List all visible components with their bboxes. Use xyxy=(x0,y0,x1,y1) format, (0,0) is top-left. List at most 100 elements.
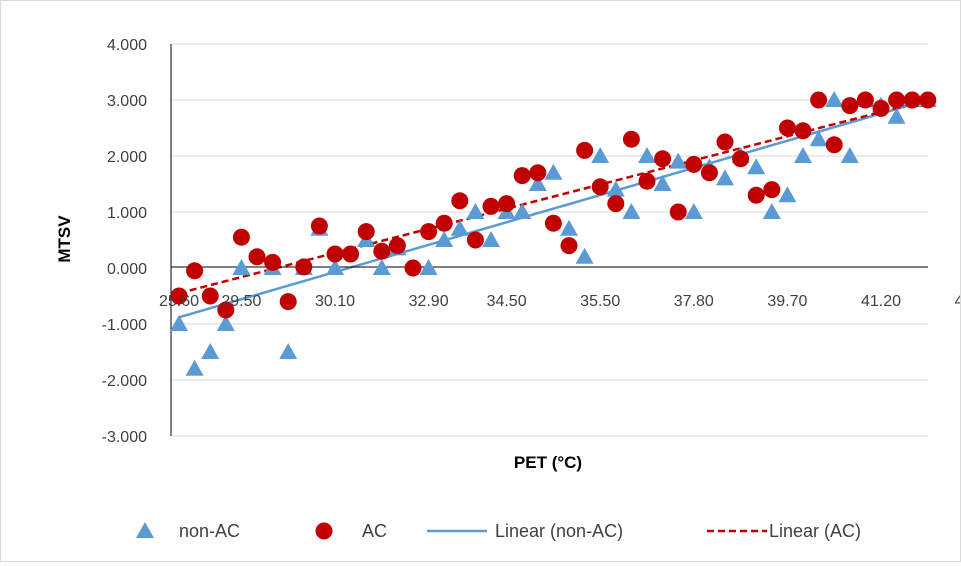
data-point-non-ac xyxy=(513,203,532,219)
data-point-non-ac xyxy=(560,219,578,236)
y-tick-label: -2.000 xyxy=(102,373,147,390)
y-tick-label: -1.000 xyxy=(102,317,147,334)
data-point-ac xyxy=(685,155,703,173)
data-point-non-ac xyxy=(716,169,734,186)
data-point-non-ac xyxy=(638,147,656,163)
data-point-non-ac xyxy=(232,259,251,275)
data-point-non-ac xyxy=(669,152,688,169)
legend-marker-ac xyxy=(315,522,333,540)
data-point-ac xyxy=(763,181,781,199)
data-point-ac xyxy=(607,195,625,213)
y-tick-label: 2.000 xyxy=(107,149,147,166)
legend-label-ac: AC xyxy=(362,521,387,541)
data-point-ac xyxy=(217,301,235,319)
x-tick-label: 39.70 xyxy=(767,293,807,310)
x-tick-label: 35.50 xyxy=(580,293,620,310)
data-point-non-ac xyxy=(825,91,844,107)
data-point-ac xyxy=(560,237,578,255)
data-point-non-ac xyxy=(450,219,469,236)
data-point-ac xyxy=(435,214,453,232)
data-point-ac xyxy=(466,231,484,249)
y-tick-label: 0.000 xyxy=(107,261,147,278)
data-point-ac xyxy=(576,141,594,159)
gridlines xyxy=(171,43,928,437)
data-point-ac xyxy=(794,122,812,140)
data-point-non-ac xyxy=(435,231,454,247)
data-point-non-ac xyxy=(809,130,828,147)
y-tick-label: 3.000 xyxy=(107,93,147,110)
legend-label-non-ac: non-AC xyxy=(179,521,240,541)
data-point-non-ac xyxy=(684,203,703,219)
data-point-ac xyxy=(903,91,921,109)
data-point-ac xyxy=(170,287,188,305)
legend-label-linear-non-ac: Linear (non-AC) xyxy=(495,521,623,541)
data-point-ac xyxy=(310,217,328,235)
data-point-non-ac xyxy=(372,259,391,275)
data-point-ac xyxy=(404,259,422,277)
data-point-non-ac xyxy=(762,203,781,219)
data-point-ac xyxy=(841,97,859,115)
data-point-ac xyxy=(654,150,672,168)
trendline-non-ac xyxy=(178,98,929,319)
x-tick-label: 44.60 xyxy=(955,293,960,310)
x-tick-label: 34.50 xyxy=(487,293,527,310)
data-point-ac xyxy=(622,130,640,148)
data-point-non-ac xyxy=(279,343,298,359)
data-point-ac xyxy=(388,237,406,255)
data-point-non-ac xyxy=(653,175,672,191)
x-tick-label: 30.10 xyxy=(315,293,355,310)
data-point-ac xyxy=(638,172,656,190)
data-point-ac xyxy=(700,164,718,182)
data-point-non-ac xyxy=(482,231,500,247)
data-point-ac xyxy=(919,91,937,109)
data-point-non-ac xyxy=(747,158,766,175)
data-point-ac xyxy=(669,203,687,221)
x-tick-label: 37.80 xyxy=(674,293,714,310)
data-point-ac xyxy=(232,228,250,246)
data-point-non-ac xyxy=(575,247,594,264)
data-point-ac xyxy=(716,133,734,151)
legend-label-linear-ac: Linear (AC) xyxy=(769,521,861,541)
data-point-ac xyxy=(201,287,219,305)
data-point-non-ac xyxy=(185,359,204,376)
data-point-non-ac xyxy=(326,259,344,275)
data-point-ac xyxy=(825,136,843,154)
data-point-non-ac xyxy=(466,203,485,219)
data-point-non-ac xyxy=(544,163,563,180)
x-tick-label: 29.50 xyxy=(221,293,261,310)
data-point-non-ac xyxy=(591,147,610,163)
y-tick-label: 4.000 xyxy=(107,37,147,54)
data-point-ac xyxy=(295,258,313,276)
data-point-non-ac xyxy=(840,147,859,163)
data-point-non-ac xyxy=(216,315,235,331)
data-point-non-ac xyxy=(887,107,906,124)
data-point-non-ac xyxy=(170,315,188,331)
data-point-ac xyxy=(482,197,500,215)
data-point-ac xyxy=(279,293,297,311)
data-point-non-ac xyxy=(778,186,797,203)
data-point-non-ac xyxy=(201,343,220,359)
x-axis-title: PET (°C) xyxy=(514,453,582,472)
data-point-ac xyxy=(264,253,282,271)
data-point-ac xyxy=(872,99,890,117)
trendlines xyxy=(178,98,929,319)
data-point-ac xyxy=(498,195,516,213)
data-point-ac xyxy=(544,214,562,232)
data-point-non-ac xyxy=(622,203,641,219)
data-point-ac xyxy=(186,262,204,280)
y-tick-labels: -3.000 -2.000 -1.000 0.000 1.000 2.000 3.000 4.… xyxy=(102,37,147,446)
data-point-ac xyxy=(326,245,344,263)
data-point-non-ac xyxy=(419,259,438,275)
trendline-ac xyxy=(178,98,929,295)
data-point-non-ac xyxy=(528,175,547,191)
data-point-ac xyxy=(856,91,874,109)
x-tick-label: 41.20 xyxy=(861,293,901,310)
data-point-ac xyxy=(747,186,765,204)
data-point-ac xyxy=(248,248,266,266)
legend-marker-non-ac xyxy=(136,522,154,538)
x-tick-label: 32.90 xyxy=(409,293,449,310)
data-point-ac xyxy=(888,91,906,109)
data-point-ac xyxy=(529,164,547,182)
y-axis-title: MTSV xyxy=(55,215,74,263)
